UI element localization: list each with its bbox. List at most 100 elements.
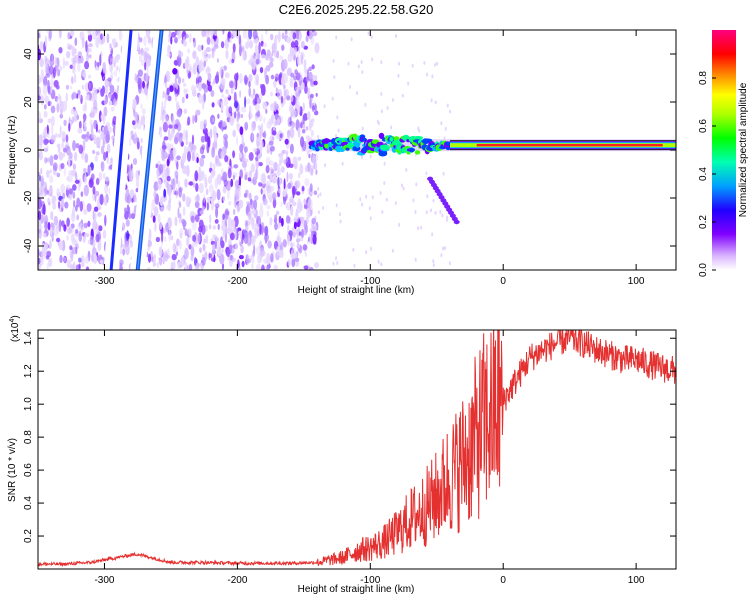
noise-blob: [83, 208, 88, 215]
noise-blob: [166, 45, 171, 53]
noise-blob: [220, 240, 225, 249]
noise-blob: [95, 151, 100, 156]
noise-blob: [294, 47, 298, 55]
noise-blob: [81, 68, 86, 77]
noise-blob: [129, 240, 134, 248]
noise-blob: [153, 181, 159, 192]
noise-blob: [83, 184, 89, 197]
noise-blob: [239, 73, 243, 84]
noise-dot: [365, 250, 368, 255]
noise-blob: [45, 39, 48, 48]
noise-blob: [131, 197, 134, 203]
noise-blob: [273, 217, 278, 224]
noise-blob: [290, 94, 294, 103]
noise-blob: [84, 232, 90, 238]
noise-blob: [174, 216, 178, 227]
noise-blob: [48, 201, 51, 206]
noise-blob: [62, 138, 66, 143]
noise-dot: [356, 91, 358, 96]
noise-blob: [248, 192, 252, 201]
noise-dot: [391, 98, 394, 102]
noise-dot: [405, 167, 408, 172]
noise-blob: [45, 73, 51, 78]
noise-dot: [380, 91, 383, 96]
noise-blob: [85, 40, 88, 53]
noise-blob: [166, 143, 171, 150]
noise-blob: [180, 256, 185, 267]
noise-blob: [166, 52, 172, 58]
noise-blob: [273, 38, 278, 47]
noise-blob: [219, 68, 223, 77]
y-scale-prefix: (x10: [10, 322, 21, 342]
noise-blob: [223, 179, 228, 187]
noise-blob: [283, 159, 287, 165]
noise-blob: [265, 30, 268, 35]
top-y-tick-label: -20: [23, 190, 34, 205]
noise-blob: [196, 83, 199, 88]
noise-blob: [303, 59, 307, 69]
noise-dot: [361, 70, 364, 75]
noise-blob: [287, 182, 292, 189]
noise-dot: [432, 263, 435, 268]
noise-blob: [140, 137, 143, 144]
bottom-y-tick-label: 1.0: [23, 397, 34, 411]
noise-blob: [67, 227, 72, 235]
noise-blob: [176, 30, 182, 40]
noise-blob: [270, 74, 275, 80]
noise-blob: [203, 193, 206, 203]
noise-blob: [266, 187, 273, 200]
noise-blob: [250, 93, 254, 99]
noise-blob: [71, 116, 75, 124]
noise-blob: [230, 227, 236, 232]
top-x-ticks: -300 -200 -100 0 100: [94, 30, 645, 287]
noise-dot: [347, 61, 350, 66]
noise-blob: [257, 136, 262, 142]
noise-blob: [56, 187, 60, 198]
bottom-x-tick-label: -200: [227, 575, 247, 586]
noise-blob: [92, 99, 98, 110]
noise-blob: [183, 88, 187, 97]
sidelobe-blob: [453, 219, 460, 225]
colorbar-label: Normalized spectral amplitude: [738, 82, 749, 217]
noise-blob: [71, 76, 74, 85]
noise-blob: [125, 188, 129, 197]
noise-dot: [394, 201, 397, 206]
noise-dot: [390, 125, 393, 130]
noise-blob: [287, 53, 293, 62]
tone-line-core: [476, 144, 663, 147]
noise-blob: [165, 92, 168, 102]
noise-blob: [203, 123, 206, 131]
noise-dot: [331, 96, 334, 101]
noise-blob: [278, 188, 282, 194]
noise-blob: [102, 61, 106, 74]
noise-blob: [58, 240, 64, 251]
noise-blob: [132, 158, 138, 165]
noise-blob: [192, 182, 196, 188]
noise-blob: [177, 261, 181, 269]
noise-blob: [266, 265, 270, 270]
noise-dot: [361, 126, 364, 131]
noise-blob: [213, 78, 216, 85]
noise-blob: [168, 229, 171, 242]
noise-blob: [165, 116, 169, 124]
noise-blob: [252, 122, 256, 131]
noise-blob: [93, 109, 98, 114]
noise-blob: [215, 155, 219, 164]
noise-blob: [110, 106, 115, 112]
noise-blob: [288, 105, 293, 113]
noise-blob: [223, 136, 228, 148]
noise-blob: [296, 191, 301, 196]
noise-blob: [234, 188, 239, 198]
noise-blob: [302, 113, 308, 121]
noise-blob: [48, 30, 53, 40]
noise-blob: [248, 30, 253, 40]
noise-blob: [87, 30, 92, 36]
noise-blob: [78, 263, 81, 270]
noise-blob: [265, 253, 271, 265]
noise-blob: [47, 118, 52, 124]
noise-blob: [76, 214, 80, 221]
noise-blob: [236, 115, 239, 123]
noise-dot: [337, 128, 340, 133]
